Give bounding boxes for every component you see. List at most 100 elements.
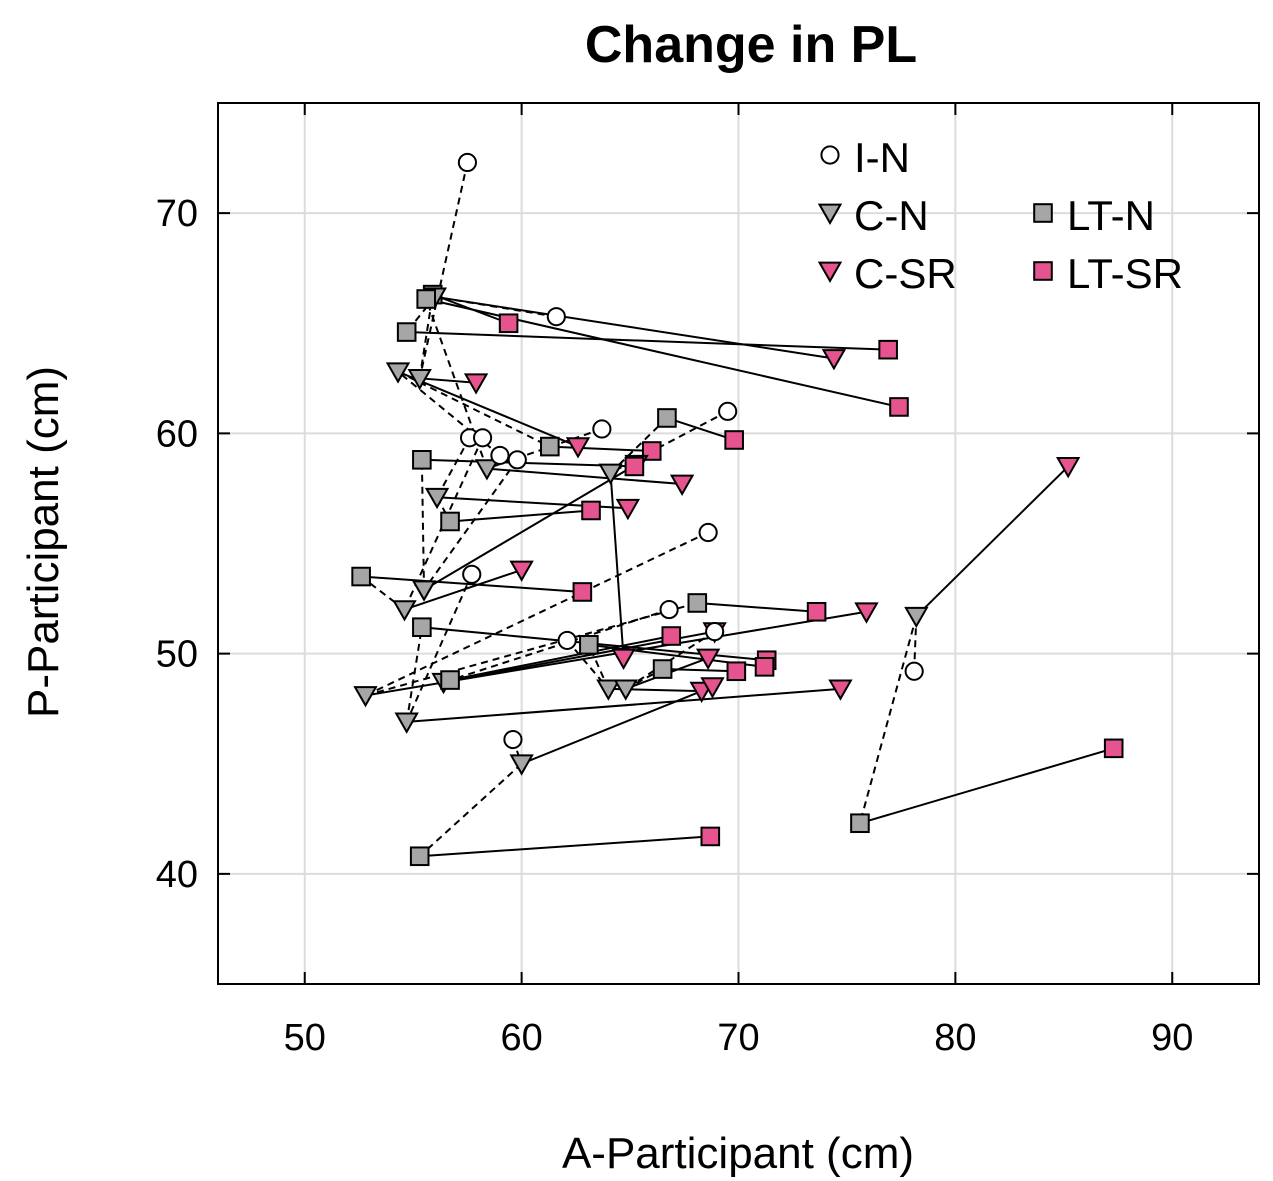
marker-in-7 [507, 450, 527, 470]
marker-ltsr-3 [889, 397, 909, 417]
dashed-link-in-cn-15 [913, 616, 918, 672]
dashed-link-cn-ltn-1 [418, 294, 434, 379]
marker-in-12 [557, 630, 577, 650]
marker-ltsr-14 [700, 826, 721, 847]
marker-in-9 [698, 522, 718, 543]
solid-link-ltn-ltsr-14 [419, 835, 711, 858]
solid-link-cn-csr-14 [521, 685, 713, 765]
solid-link-ltn-ltsr-4 [666, 417, 735, 441]
marker-ltn-9 [687, 593, 708, 613]
dashed-link-cn-ltn-9 [365, 602, 698, 697]
legend-marker-ltn [1033, 203, 1053, 223]
marker-cn-6 [424, 487, 450, 510]
x-tick-label-50: 50 [284, 1017, 326, 1059]
marker-cn-10 [394, 712, 419, 734]
legend-label-cn: C-N [854, 192, 929, 239]
marker-in-11 [659, 599, 679, 620]
legend-marker-cn [817, 203, 843, 225]
x-tick-label-60: 60 [500, 1017, 542, 1059]
marker-in-8 [473, 428, 493, 448]
marker-ltsr-7 [624, 456, 645, 477]
solid-link-cn-csr-5 [397, 370, 579, 448]
marker-csr-5 [565, 437, 591, 459]
marker-ltn-2 [396, 322, 417, 342]
marker-cn-14 [509, 754, 534, 776]
marker-ltn-15 [850, 813, 870, 834]
marker-in-14 [503, 729, 523, 750]
marker-csr-10 [828, 679, 853, 701]
marker-csr-9 [854, 602, 879, 624]
legend-label-csr: C-SR [854, 250, 957, 297]
dashed-link-in-cn-11 [443, 608, 670, 684]
dashed-link-cn-ltn-5 [397, 370, 551, 448]
marker-in-4 [718, 401, 738, 421]
marker-ltsr-12 [754, 657, 775, 677]
dashed-link-cn-ltn-7 [420, 459, 426, 590]
marker-in-13 [705, 622, 725, 642]
solid-link-cn-csr-7 [423, 463, 638, 591]
marker-cn-3 [474, 459, 500, 481]
y-axis-label: P-Participant (cm) [19, 366, 68, 718]
marker-ltn-7 [412, 450, 432, 470]
solid-link-cn-csr-10 [406, 687, 841, 723]
marker-csr-2 [821, 349, 847, 371]
legend: I-N C-N C-SR LT-N LT-SR [817, 134, 1183, 297]
chart-title: Change in PL [585, 16, 917, 74]
solid-link-ltn-ltsr-2 [406, 331, 889, 351]
x-tick-label-80: 80 [934, 1017, 976, 1059]
marker-cn-8 [392, 600, 417, 622]
solid-link-cn-csr-1 [419, 377, 477, 384]
marker-ltn-11 [440, 670, 460, 690]
marker-in-1 [457, 152, 477, 173]
dashed-link-in-cn-1 [418, 162, 469, 379]
marker-csr-15 [1055, 457, 1081, 479]
solid-link-ltn-ltsr-9 [697, 601, 817, 613]
solid-link-ltn-ltsr-11 [449, 635, 672, 682]
marker-cn-13 [613, 679, 638, 701]
x-tick-label-70: 70 [717, 1017, 759, 1059]
y-tick-label-60: 60 [156, 413, 198, 455]
dashed-link-cn-ltn-8 [360, 575, 406, 611]
marker-cn-4 [598, 463, 623, 485]
marker-cn-9 [353, 686, 378, 708]
marker-ltn-13 [652, 659, 673, 679]
y-tick-label-50: 50 [156, 634, 198, 676]
marker-csr-3 [669, 474, 695, 496]
marker-ltn-12 [579, 635, 599, 655]
marker-ltsr-11 [661, 626, 682, 646]
marker-csr-1 [463, 373, 489, 395]
solid-link-ltn-ltsr-6 [449, 509, 592, 523]
marker-cn-12 [596, 679, 621, 701]
dashed-link-in-cn-5 [397, 370, 501, 457]
marker-ltsr-6 [581, 500, 601, 521]
marker-cn-7 [411, 580, 437, 602]
dashed-link-cn-ltn-10 [405, 627, 423, 723]
legend-label-in: I-N [854, 134, 910, 181]
marker-in-2 [546, 307, 566, 327]
marker-csr-6 [615, 498, 641, 521]
marker-ltsr-8 [572, 582, 593, 602]
solid-link-cn-csr-3 [486, 467, 683, 486]
y-tick-label-40: 40 [156, 854, 198, 896]
x-tick-label-90: 90 [1151, 1017, 1193, 1059]
solid-link-cn-csr-15 [915, 465, 1069, 617]
legend-marker-csr [817, 261, 843, 283]
solid-link-ltn-ltsr-15 [859, 747, 1114, 825]
legend-label-ltn: LT-N [1067, 192, 1155, 239]
y-tick-label-70: 70 [156, 193, 198, 235]
marker-ltsr-2 [878, 339, 898, 360]
x-axis-label: A-Participant (cm) [562, 1129, 914, 1178]
marker-ltn-8 [351, 566, 371, 587]
grid [218, 103, 1259, 984]
dashed-link-in-cn-10 [405, 573, 473, 723]
marker-cn-1 [407, 368, 432, 391]
solid-link-ltn-ltsr-7 [421, 458, 635, 468]
marker-ltn-5 [540, 436, 560, 457]
marker-csr-14 [700, 677, 725, 699]
marker-in-10 [462, 564, 482, 584]
marker-csr-4 [611, 648, 636, 670]
marker-in-15 [904, 661, 924, 681]
marker-cn-5 [385, 362, 411, 384]
solid-link-ltn-ltsr-8 [361, 575, 583, 593]
